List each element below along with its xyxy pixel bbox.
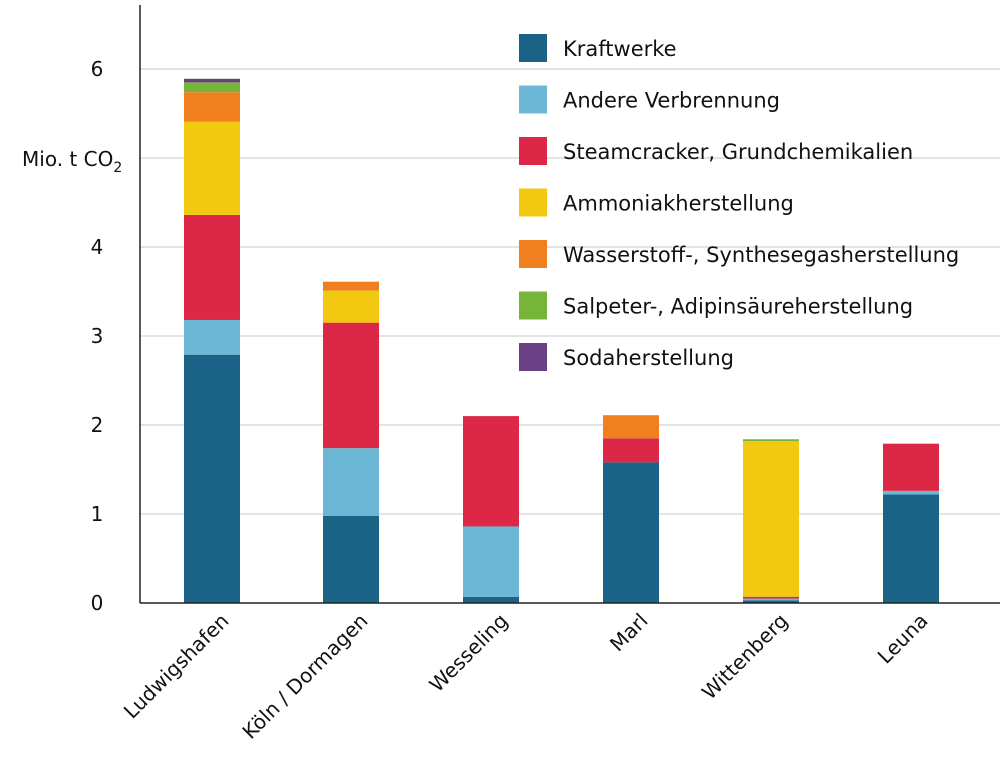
- bar-segment: [743, 439, 799, 442]
- legend-swatch: [519, 343, 547, 371]
- bar-segment: [323, 448, 379, 516]
- bar-segment: [323, 281, 379, 291]
- bar-segment: [323, 322, 379, 449]
- bar-segment: [883, 494, 939, 603]
- bar-segment: [883, 443, 939, 491]
- bar-segment: [603, 415, 659, 439]
- bars: [184, 78, 939, 603]
- legend-label: Kraftwerke: [563, 37, 677, 61]
- x-tick-label: Wesseling: [424, 609, 512, 697]
- bar-segment: [184, 92, 240, 122]
- y-tick-labels: 0 1 2 3 4 6: [91, 57, 104, 615]
- axes: [139, 5, 1000, 604]
- bar-segment: [883, 490, 939, 495]
- legend-label: Ammoniakherstellung: [563, 192, 794, 216]
- bar-segment: [184, 319, 240, 355]
- legend-label: Wasserstoff-, Synthesegasherstellung: [563, 243, 959, 267]
- bar-segment: [743, 596, 799, 599]
- bar-segment: [743, 600, 799, 603]
- bar-segment: [603, 462, 659, 603]
- y-tick-label: 3: [91, 324, 104, 348]
- x-tick-labels: Ludwigshafen Köln / Dormagen Wesseling Marl…: [119, 609, 933, 744]
- x-tick-label: Köln / Dormagen: [238, 609, 373, 744]
- x-tick-label: Marl: [605, 609, 653, 657]
- legend-swatch: [519, 240, 547, 268]
- legend-label: Andere Verbrennung: [563, 89, 780, 113]
- y-tick-label: 0: [91, 591, 104, 615]
- y-tick-label: 6: [91, 57, 104, 81]
- legend-label: Salpeter-, Adipinsäureherstellung: [563, 295, 913, 319]
- x-tick-label: Wittenberg: [697, 609, 793, 705]
- legend-swatch: [519, 188, 547, 217]
- y-tick-label: 1: [91, 502, 104, 526]
- bar-segment: [743, 598, 799, 601]
- bar-segment: [184, 78, 240, 83]
- bar-segment: [603, 438, 659, 463]
- legend-swatch: [519, 85, 547, 114]
- legend: Kraftwerke Andere Verbrennung Steamcracker…: [519, 34, 959, 371]
- bar-segment: [743, 441, 799, 597]
- x-tick-label: Ludwigshafen: [119, 609, 234, 724]
- legend-swatch: [519, 137, 547, 165]
- y-axis-label: Mio. t CO2: [22, 147, 122, 176]
- bar-segment: [184, 214, 240, 320]
- bar-segment: [463, 416, 519, 527]
- y-tick-label: 2: [91, 413, 104, 437]
- bar-segment: [463, 596, 519, 603]
- legend-swatch: [519, 291, 547, 320]
- bar-segment: [463, 526, 519, 597]
- bar-segment: [184, 82, 240, 93]
- grid-lines: [140, 68, 1000, 515]
- bar-segment: [323, 515, 379, 603]
- legend-label: Steamcracker, Grundchemikalien: [563, 140, 913, 164]
- bar-segment: [184, 354, 240, 603]
- bar-segment: [184, 121, 240, 215]
- legend-swatch: [519, 34, 547, 62]
- legend-label: Sodaherstellung: [563, 346, 734, 370]
- bar-segment: [323, 290, 379, 323]
- x-tick-label: Leuna: [873, 609, 933, 669]
- y-tick-label: 4: [91, 235, 104, 259]
